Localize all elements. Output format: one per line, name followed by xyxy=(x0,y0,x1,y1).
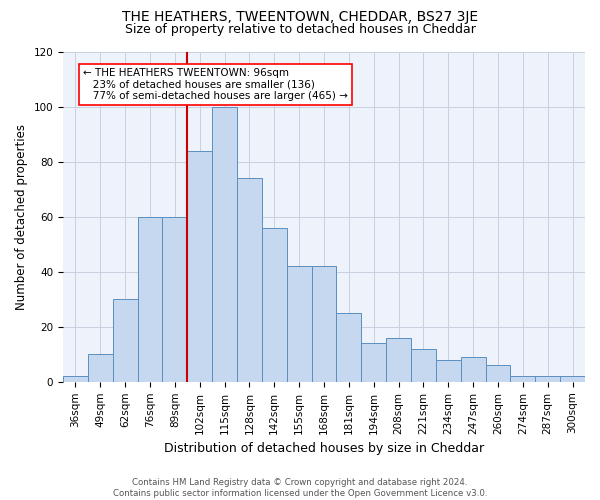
Bar xyxy=(237,178,262,382)
Bar xyxy=(137,216,163,382)
Text: ← THE HEATHERS TWEENTOWN: 96sqm
   23% of detached houses are smaller (136)
   7: ← THE HEATHERS TWEENTOWN: 96sqm 23% of d… xyxy=(83,68,348,101)
Bar xyxy=(113,299,137,382)
Text: Size of property relative to detached houses in Cheddar: Size of property relative to detached ho… xyxy=(125,22,475,36)
Bar xyxy=(386,338,411,382)
Bar xyxy=(485,366,511,382)
Bar xyxy=(187,150,212,382)
Bar xyxy=(511,376,535,382)
Bar xyxy=(212,106,237,382)
Bar xyxy=(63,376,88,382)
Bar xyxy=(411,349,436,382)
Bar xyxy=(560,376,585,382)
Bar xyxy=(337,313,361,382)
Bar xyxy=(163,216,187,382)
Bar xyxy=(262,228,287,382)
Bar xyxy=(287,266,311,382)
Bar xyxy=(535,376,560,382)
Bar xyxy=(88,354,113,382)
Text: THE HEATHERS, TWEENTOWN, CHEDDAR, BS27 3JE: THE HEATHERS, TWEENTOWN, CHEDDAR, BS27 3… xyxy=(122,10,478,24)
Y-axis label: Number of detached properties: Number of detached properties xyxy=(15,124,28,310)
Bar xyxy=(436,360,461,382)
Text: Contains HM Land Registry data © Crown copyright and database right 2024.
Contai: Contains HM Land Registry data © Crown c… xyxy=(113,478,487,498)
Bar xyxy=(461,357,485,382)
Bar xyxy=(311,266,337,382)
X-axis label: Distribution of detached houses by size in Cheddar: Distribution of detached houses by size … xyxy=(164,442,484,455)
Bar xyxy=(361,344,386,382)
